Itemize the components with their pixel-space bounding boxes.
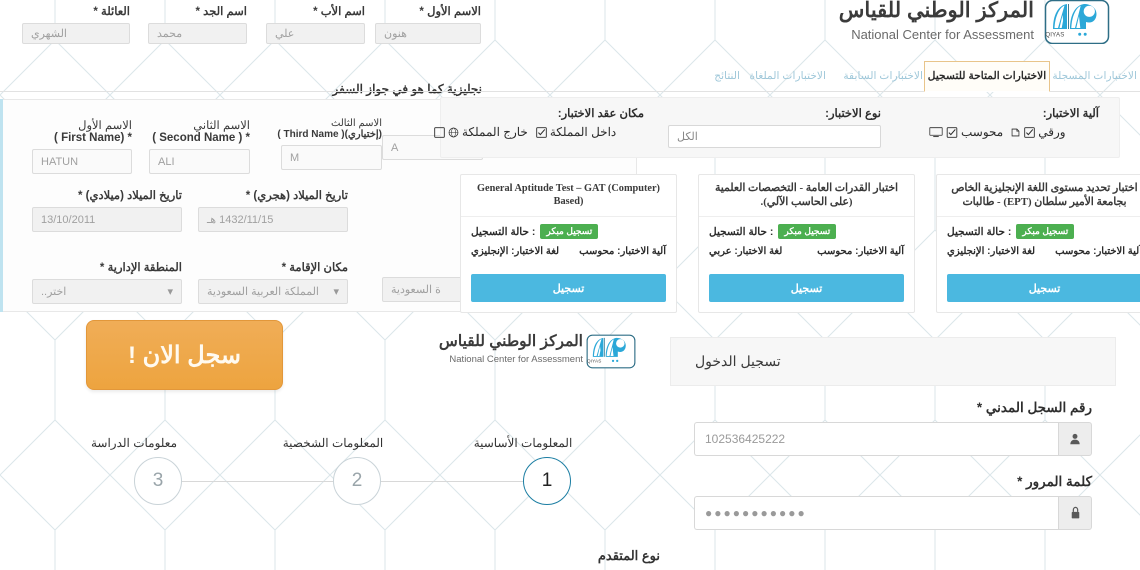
svg-text:QIYAS: QIYAS: [587, 358, 602, 363]
svg-text:QIYAS: QIYAS: [1045, 31, 1064, 38]
